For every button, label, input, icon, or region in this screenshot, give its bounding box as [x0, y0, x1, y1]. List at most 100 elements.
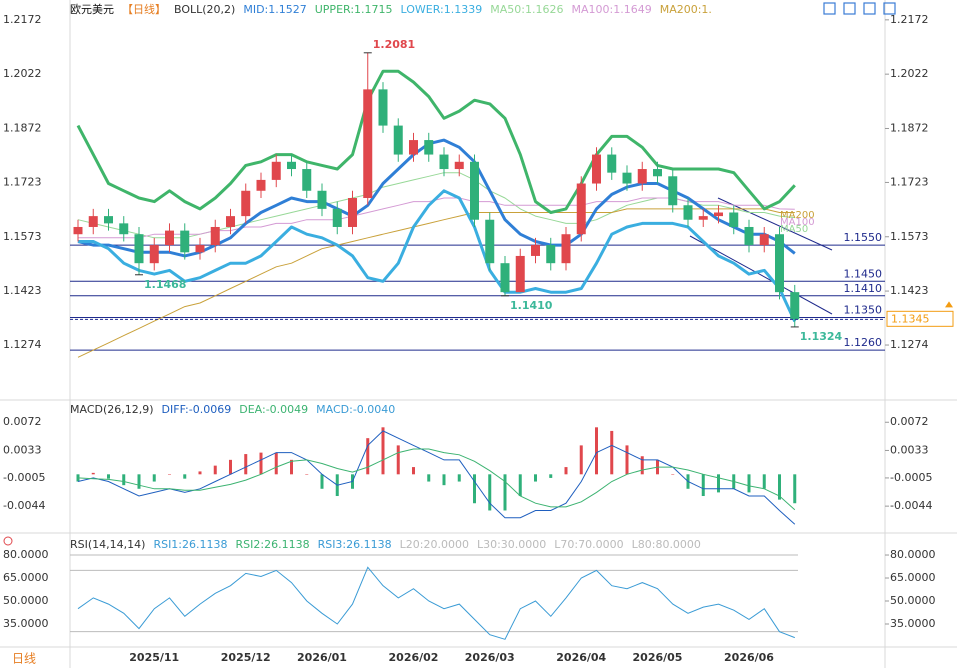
- macd-bar: [168, 474, 171, 475]
- y-tick-label-right: 1.2172: [890, 13, 929, 26]
- period-label[interactable]: 日线: [12, 652, 36, 666]
- legend-item: MA200:1.: [660, 3, 712, 16]
- y-tick-label-right: 35.0000: [890, 617, 936, 630]
- macd-bar: [625, 445, 629, 475]
- icon-settings[interactable]: [863, 2, 876, 15]
- y-tick-label-right: 1.1423: [890, 284, 929, 297]
- icon-zoom[interactable]: [843, 2, 856, 15]
- candle-body: [790, 292, 800, 320]
- legend-item: L30:30.0000: [477, 538, 546, 551]
- candle-body: [561, 234, 571, 264]
- macd-bar: [793, 474, 797, 504]
- candle-body: [165, 230, 174, 246]
- candle-body: [531, 245, 540, 256]
- y-tick-label-right: -0.0044: [890, 499, 932, 512]
- candle-body: [180, 230, 190, 253]
- icon-fullscreen[interactable]: [883, 2, 896, 15]
- candle-body: [653, 169, 662, 177]
- macd-bar: [442, 474, 446, 486]
- legend-item: MA50:1.1626: [490, 3, 563, 16]
- legend-item: L70:70.0000: [554, 538, 623, 551]
- candle-body: [332, 208, 342, 227]
- rsi-icon[interactable]: [3, 536, 13, 546]
- legend-item: DEA:-0.0049: [239, 403, 308, 416]
- legend-item: MACD(26,12,9): [70, 403, 154, 416]
- y-tick-label: 50.0000: [3, 594, 49, 607]
- icon-fit[interactable]: [823, 2, 836, 15]
- candle-body: [775, 234, 784, 293]
- macd-bar: [320, 474, 324, 489]
- y-tick-label: 35.0000: [3, 617, 49, 630]
- rsi-line: [77, 566, 795, 640]
- candle-body: [241, 190, 251, 217]
- macd-bar: [564, 467, 568, 475]
- candle-body: [637, 169, 647, 184]
- macd-bar: [518, 474, 522, 497]
- candle-body: [210, 226, 220, 246]
- ma-label: MA200: [780, 210, 815, 221]
- macd-bar: [107, 474, 110, 479]
- legend-item: 欧元美元: [70, 3, 114, 16]
- y-tick-label: 65.0000: [3, 571, 49, 584]
- extreme-label: 1.1410: [510, 299, 553, 312]
- macd-bar: [229, 459, 232, 475]
- candle-body: [714, 212, 723, 217]
- candle-body: [439, 154, 449, 170]
- candle-body: [134, 234, 144, 264]
- macd-bar: [503, 474, 507, 511]
- macd-bar: [122, 474, 126, 486]
- macd-bar: [473, 474, 476, 504]
- toolbar-icons[interactable]: [823, 2, 896, 15]
- candle-body: [485, 219, 495, 264]
- y-tick-label: 1.2172: [3, 13, 42, 26]
- y-tick-label-right: 1.1573: [890, 230, 929, 243]
- legend-item: UPPER:1.1715: [315, 3, 393, 16]
- macd-bar: [91, 472, 95, 475]
- candle-body: [592, 154, 601, 184]
- last-price-arrow: [945, 301, 953, 308]
- candle-body: [454, 161, 464, 170]
- period-box[interactable]: [0, 648, 68, 668]
- candle-body: [683, 205, 693, 220]
- candle-body: [698, 216, 708, 220]
- legend-item: 【日线】: [122, 2, 166, 16]
- macd-bar: [717, 474, 720, 493]
- x-tick-label: 2026/02: [389, 651, 439, 664]
- extreme-label: 1.1468: [144, 278, 186, 291]
- indicator-line: [76, 69, 796, 214]
- legend-item: LOWER:1.1339: [401, 3, 483, 16]
- macd-bar: [396, 445, 400, 475]
- macd-bar: [213, 465, 217, 475]
- y-tick-label-right: 80.0000: [890, 548, 936, 561]
- level-label: 1.1550: [844, 231, 883, 244]
- y-tick-label-right: 65.0000: [890, 571, 936, 584]
- indicator-line: [77, 208, 795, 358]
- indicator-line: [78, 189, 797, 323]
- level-label: 1.1350: [844, 304, 883, 317]
- y-tick-label-right: 1.1872: [890, 121, 929, 134]
- y-tick-label-right: -0.0005: [890, 471, 932, 484]
- macd-line: [77, 448, 796, 511]
- legend-item: L80:80.0000: [632, 538, 701, 551]
- y-tick-label: 0.0072: [3, 415, 42, 428]
- legend-item: RSI3:26.1138: [318, 538, 392, 551]
- y-tick-label: 1.1573: [3, 230, 42, 243]
- macd-bar: [640, 456, 644, 475]
- x-tick-label: 2025/12: [221, 651, 271, 664]
- macd-bar: [595, 427, 598, 475]
- macd-bar: [778, 474, 781, 500]
- legend-item: DIFF:-0.0069: [162, 403, 232, 416]
- candle-body: [424, 140, 434, 155]
- macd-bar: [152, 474, 156, 482]
- candle-body: [515, 255, 525, 293]
- level-label: 1.1450: [844, 267, 883, 280]
- candle-body: [317, 190, 327, 209]
- y-tick-label-right: 1.1723: [890, 175, 929, 188]
- candle-body: [378, 89, 388, 126]
- macd-bar: [381, 427, 385, 475]
- candle-body: [195, 245, 205, 253]
- y-tick-label: 0.0033: [3, 443, 42, 456]
- y-tick-label: 1.1423: [3, 284, 42, 297]
